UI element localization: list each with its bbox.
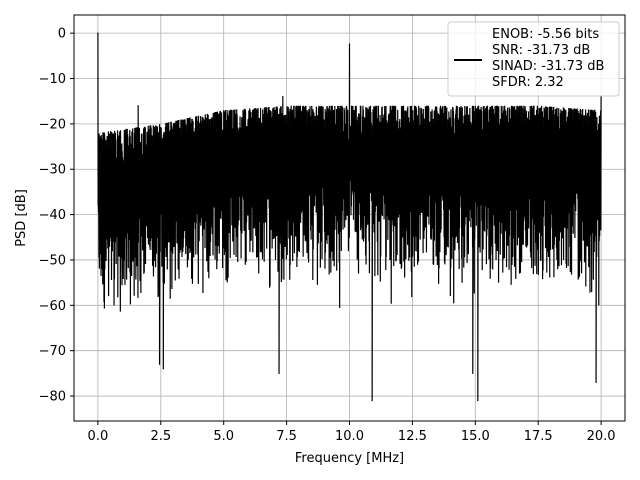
null-point	[472, 372, 474, 374]
x-tick-label: 2.5	[150, 429, 171, 444]
null-point	[278, 372, 280, 374]
peak-point	[97, 32, 99, 34]
y-tick-label: −30	[39, 163, 66, 178]
x-axis-title: Frequency [MHz]	[295, 451, 404, 466]
peak-point	[282, 96, 284, 98]
x-axis-ticks: 0.0 2.5 5.0 7.5 10.0 12.5 15.0 17.5 20.0	[88, 421, 616, 444]
legend-box	[447, 21, 620, 97]
legend-line-enob: ENOB: -5.56 bits	[492, 27, 599, 42]
x-tick-label: 5.0	[213, 429, 234, 444]
y-tick-label: −20	[39, 117, 66, 132]
y-axis-ticks: 0 −10 −20 −30 −40 −50 −60 −70 −80	[39, 27, 74, 405]
legend-line-snr: SNR: -31.73 dB	[492, 43, 590, 58]
peak-point	[137, 105, 139, 107]
legend: ENOB: -5.56 bits SNR: -31.73 dB SINAD: -…	[447, 21, 620, 97]
x-tick-label: 12.5	[398, 429, 427, 444]
y-tick-label: −80	[39, 390, 66, 405]
psd-series	[97, 32, 602, 402]
null-point	[595, 381, 597, 384]
x-tick-label: 7.5	[276, 429, 297, 444]
y-tick-label: −50	[39, 253, 66, 268]
legend-line-sinad: SINAD: -31.73 dB	[492, 59, 604, 74]
null-point	[477, 399, 479, 402]
y-tick-label: −10	[39, 72, 66, 87]
y-tick-label: −40	[39, 208, 66, 223]
x-tick-label: 15.0	[461, 429, 490, 444]
legend-line-sfdr: SFDR: 2.32	[492, 75, 564, 90]
y-tick-label: −70	[39, 344, 66, 359]
null-point	[158, 363, 161, 365]
x-tick-label: 10.0	[335, 429, 364, 444]
y-tick-label: −60	[39, 299, 66, 314]
null-point	[162, 368, 164, 370]
x-tick-label: 20.0	[587, 429, 616, 444]
x-tick-label: 17.5	[524, 429, 553, 444]
null-point	[371, 399, 373, 402]
y-axis-title: PSD [dB]	[14, 189, 29, 247]
y-tick-label: 0	[58, 27, 66, 42]
peak-point	[348, 43, 351, 45]
x-tick-label: 0.0	[88, 429, 109, 444]
